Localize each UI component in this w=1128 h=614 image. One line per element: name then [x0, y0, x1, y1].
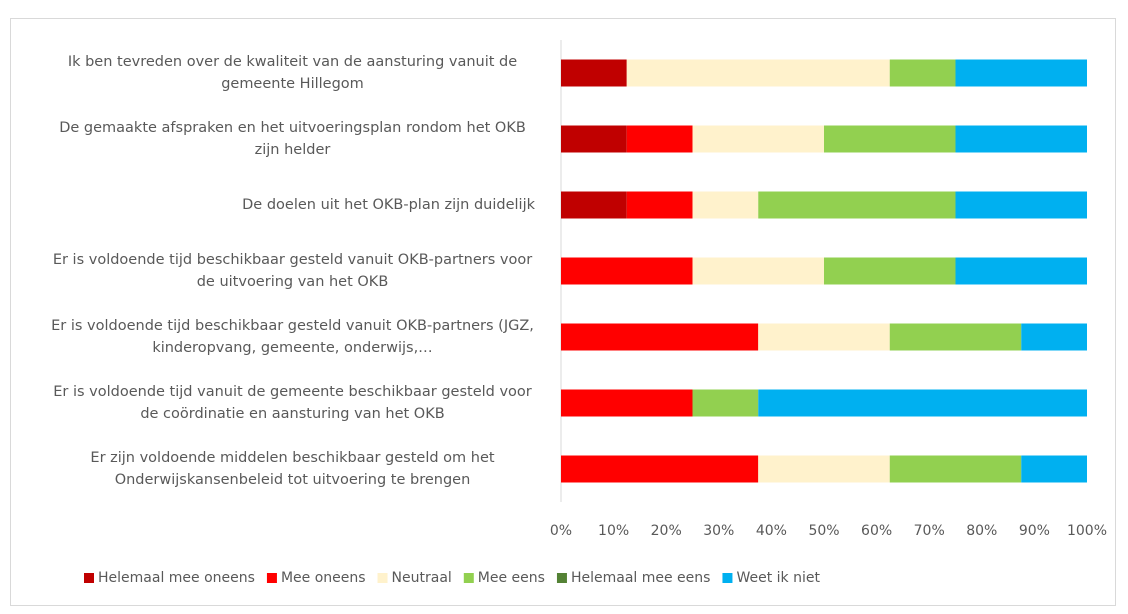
bar-segment	[955, 191, 1087, 219]
bar-segment	[561, 59, 627, 87]
bar-segment	[758, 389, 1087, 417]
x-tick-label: 90%	[1019, 523, 1050, 539]
bar-segment	[889, 59, 956, 87]
category-label-box: Er is voldoende tijd beschikbaar gesteld…	[35, 249, 535, 293]
x-tick-label: 40%	[756, 523, 787, 539]
category-label: De gemaakte afspraken en het uitvoerings…	[59, 120, 526, 158]
bar-segment	[1021, 323, 1087, 351]
legend-swatch	[377, 573, 388, 583]
bar-segment	[692, 191, 759, 219]
bar-segment	[1021, 455, 1087, 483]
bar-segment	[561, 257, 693, 285]
x-tick-label: 70%	[914, 523, 945, 539]
x-tick-label: 100%	[1067, 523, 1107, 539]
bar-segment	[626, 191, 693, 219]
bar-segment	[889, 323, 1022, 351]
category-label: Er is voldoende tijd vanuit de gemeente …	[53, 384, 532, 422]
bar-segment	[561, 455, 759, 483]
bar-segment	[758, 191, 956, 219]
bar-segment	[824, 257, 956, 285]
x-tick-label: 10%	[598, 523, 629, 539]
legend-swatch	[463, 573, 474, 583]
bar-segment	[955, 257, 1087, 285]
category-label: Ik ben tevreden over de kwaliteit van de…	[67, 54, 518, 92]
bar-segment	[626, 125, 693, 153]
category-label: De doelen uit het OKB-plan zijn duidelij…	[242, 197, 535, 213]
legend-label: Weet ik niet	[736, 570, 820, 586]
bar-segment	[889, 455, 1022, 483]
category-label-box: De gemaakte afspraken en het uitvoerings…	[35, 117, 535, 161]
bar-segment	[758, 323, 890, 351]
legend-label: Mee eens	[478, 570, 545, 586]
bar-segment	[626, 59, 890, 87]
category-label: Er zijn voldoende middelen beschikbaar g…	[90, 450, 495, 488]
category-label-box: Er zijn voldoende middelen beschikbaar g…	[35, 447, 535, 491]
legend-swatch	[84, 573, 94, 583]
x-tick-label: 50%	[808, 523, 839, 539]
category-label-box: Ik ben tevreden over de kwaliteit van de…	[35, 51, 535, 95]
category-label: Er is voldoende tijd beschikbaar gesteld…	[51, 318, 534, 356]
bar-segment	[758, 455, 890, 483]
category-label-box: De doelen uit het OKB-plan zijn duidelij…	[35, 194, 535, 216]
bar-segment	[955, 125, 1087, 153]
legend-label: Helemaal mee oneens	[98, 570, 255, 586]
category-label: Er is voldoende tijd beschikbaar gesteld…	[52, 252, 533, 290]
legend-label: Mee oneens	[281, 570, 366, 586]
legend-swatch	[556, 573, 567, 583]
category-label-box: Er is voldoende tijd beschikbaar gesteld…	[35, 315, 535, 359]
legend-label: Helemaal mee eens	[571, 570, 711, 586]
x-tick-label: 80%	[966, 523, 997, 539]
bar-segment	[692, 389, 759, 417]
x-tick-label: 20%	[651, 523, 682, 539]
bar-segment	[824, 125, 956, 153]
bar-segment	[561, 389, 693, 417]
bar-segment	[561, 191, 627, 219]
bar-segment	[561, 323, 759, 351]
legend-label: Neutraal	[392, 570, 452, 586]
bar-segment	[955, 59, 1087, 87]
x-tick-label: 60%	[861, 523, 892, 539]
x-tick-label: 30%	[703, 523, 734, 539]
legend-swatch	[722, 573, 733, 583]
legend-swatch	[266, 573, 277, 583]
x-tick-label: 0%	[550, 523, 572, 539]
bar-segment	[692, 125, 824, 153]
chart-frame	[10, 18, 1116, 606]
bar-segment	[561, 125, 627, 153]
category-label-box: Er is voldoende tijd vanuit de gemeente …	[35, 381, 535, 425]
bar-segment	[692, 257, 824, 285]
